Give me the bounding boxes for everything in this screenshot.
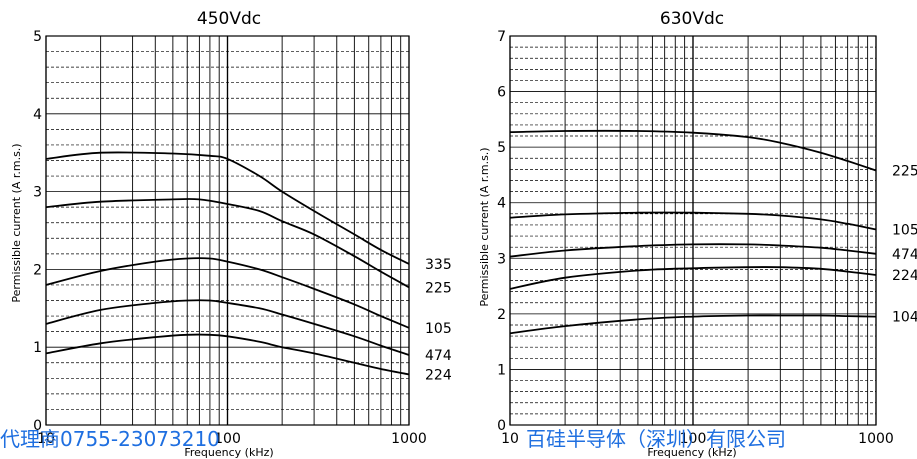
plot-frame: [45, 35, 410, 426]
x-tick-label: 10: [501, 431, 519, 447]
y-tick-label: 4: [497, 196, 506, 212]
y-tick-label: 7: [497, 29, 506, 45]
series-line-474: [509, 243, 877, 258]
gridlines: [45, 35, 410, 426]
series-line-105: [45, 257, 410, 329]
series-line-224: [45, 333, 410, 376]
chart-title: 630Vdc: [660, 9, 724, 29]
gridlines: [509, 35, 877, 426]
chart-title: 450Vdc: [197, 9, 261, 29]
y-tick-label: 1: [497, 362, 506, 378]
series-line-104: [509, 314, 877, 335]
series-line-474: [45, 299, 410, 356]
y-tick-label: 6: [497, 85, 506, 101]
x-tick-label: 100: [680, 431, 707, 447]
x-tick-label: 1000: [858, 431, 894, 447]
chart-630vdc: 630Vdc Permissible current (A r.m.s.) Fr…: [478, 9, 917, 459]
y-tick-label: 2: [33, 262, 42, 278]
series-labels: 335 225 105 474 224: [425, 257, 452, 383]
tick-labels: 0 1 2 3 4 5 6 7 10 100 1000: [497, 29, 894, 447]
series-lines: [509, 129, 877, 335]
y-tick-label: 0: [33, 418, 42, 434]
series-label-224: 224: [892, 268, 917, 284]
watermark-left: 代理商0755-23073210: [0, 427, 220, 451]
x-tick-label: 100: [214, 431, 241, 447]
x-tick-label: 1000: [391, 431, 427, 447]
y-tick-label: 4: [33, 107, 42, 123]
y-tick-label: 0: [497, 418, 506, 434]
x-axis-label: Frequency (kHz): [184, 446, 273, 459]
series-labels: 225 105 474 224 104: [892, 163, 917, 325]
series-label-474: 474: [425, 348, 452, 364]
series-label-105: 105: [892, 222, 917, 238]
series-label-224: 224: [425, 367, 452, 383]
x-tick-label: 10: [37, 431, 55, 447]
series-line-224: [509, 266, 877, 290]
series-line-335: [45, 151, 410, 265]
y-tick-label: 3: [497, 251, 506, 267]
y-axis-label: Permissible current (A r.m.s.): [478, 147, 491, 306]
series-label-105: 105: [425, 321, 452, 337]
series-line-225: [45, 198, 410, 289]
watermark-right: 百硅半导体（深圳）有限公司: [526, 427, 786, 451]
y-tick-label: 5: [497, 140, 506, 156]
y-tick-label: 2: [497, 307, 506, 323]
series-label-335: 335: [425, 257, 452, 273]
series-label-225: 225: [425, 280, 452, 296]
series-line-105: [509, 211, 877, 231]
series-line-225: [509, 129, 877, 172]
y-axis-label: Permissible current (A r.m.s.): [10, 143, 23, 302]
y-tick-label: 1: [33, 340, 42, 356]
tick-labels: 0 1 2 3 4 5 10 100 1000: [33, 29, 427, 447]
series-lines: [45, 151, 410, 376]
chart-450vdc: 450Vdc Permissible current (A r.m.s.) Fr…: [10, 9, 452, 459]
series-label-104: 104: [892, 310, 917, 326]
x-axis-label: Frequency (kHz): [647, 446, 736, 459]
y-tick-label: 5: [33, 29, 42, 45]
series-label-474: 474: [892, 247, 917, 263]
plot-frame: [509, 35, 877, 426]
y-tick-label: 3: [33, 185, 42, 201]
series-label-225: 225: [892, 163, 917, 179]
